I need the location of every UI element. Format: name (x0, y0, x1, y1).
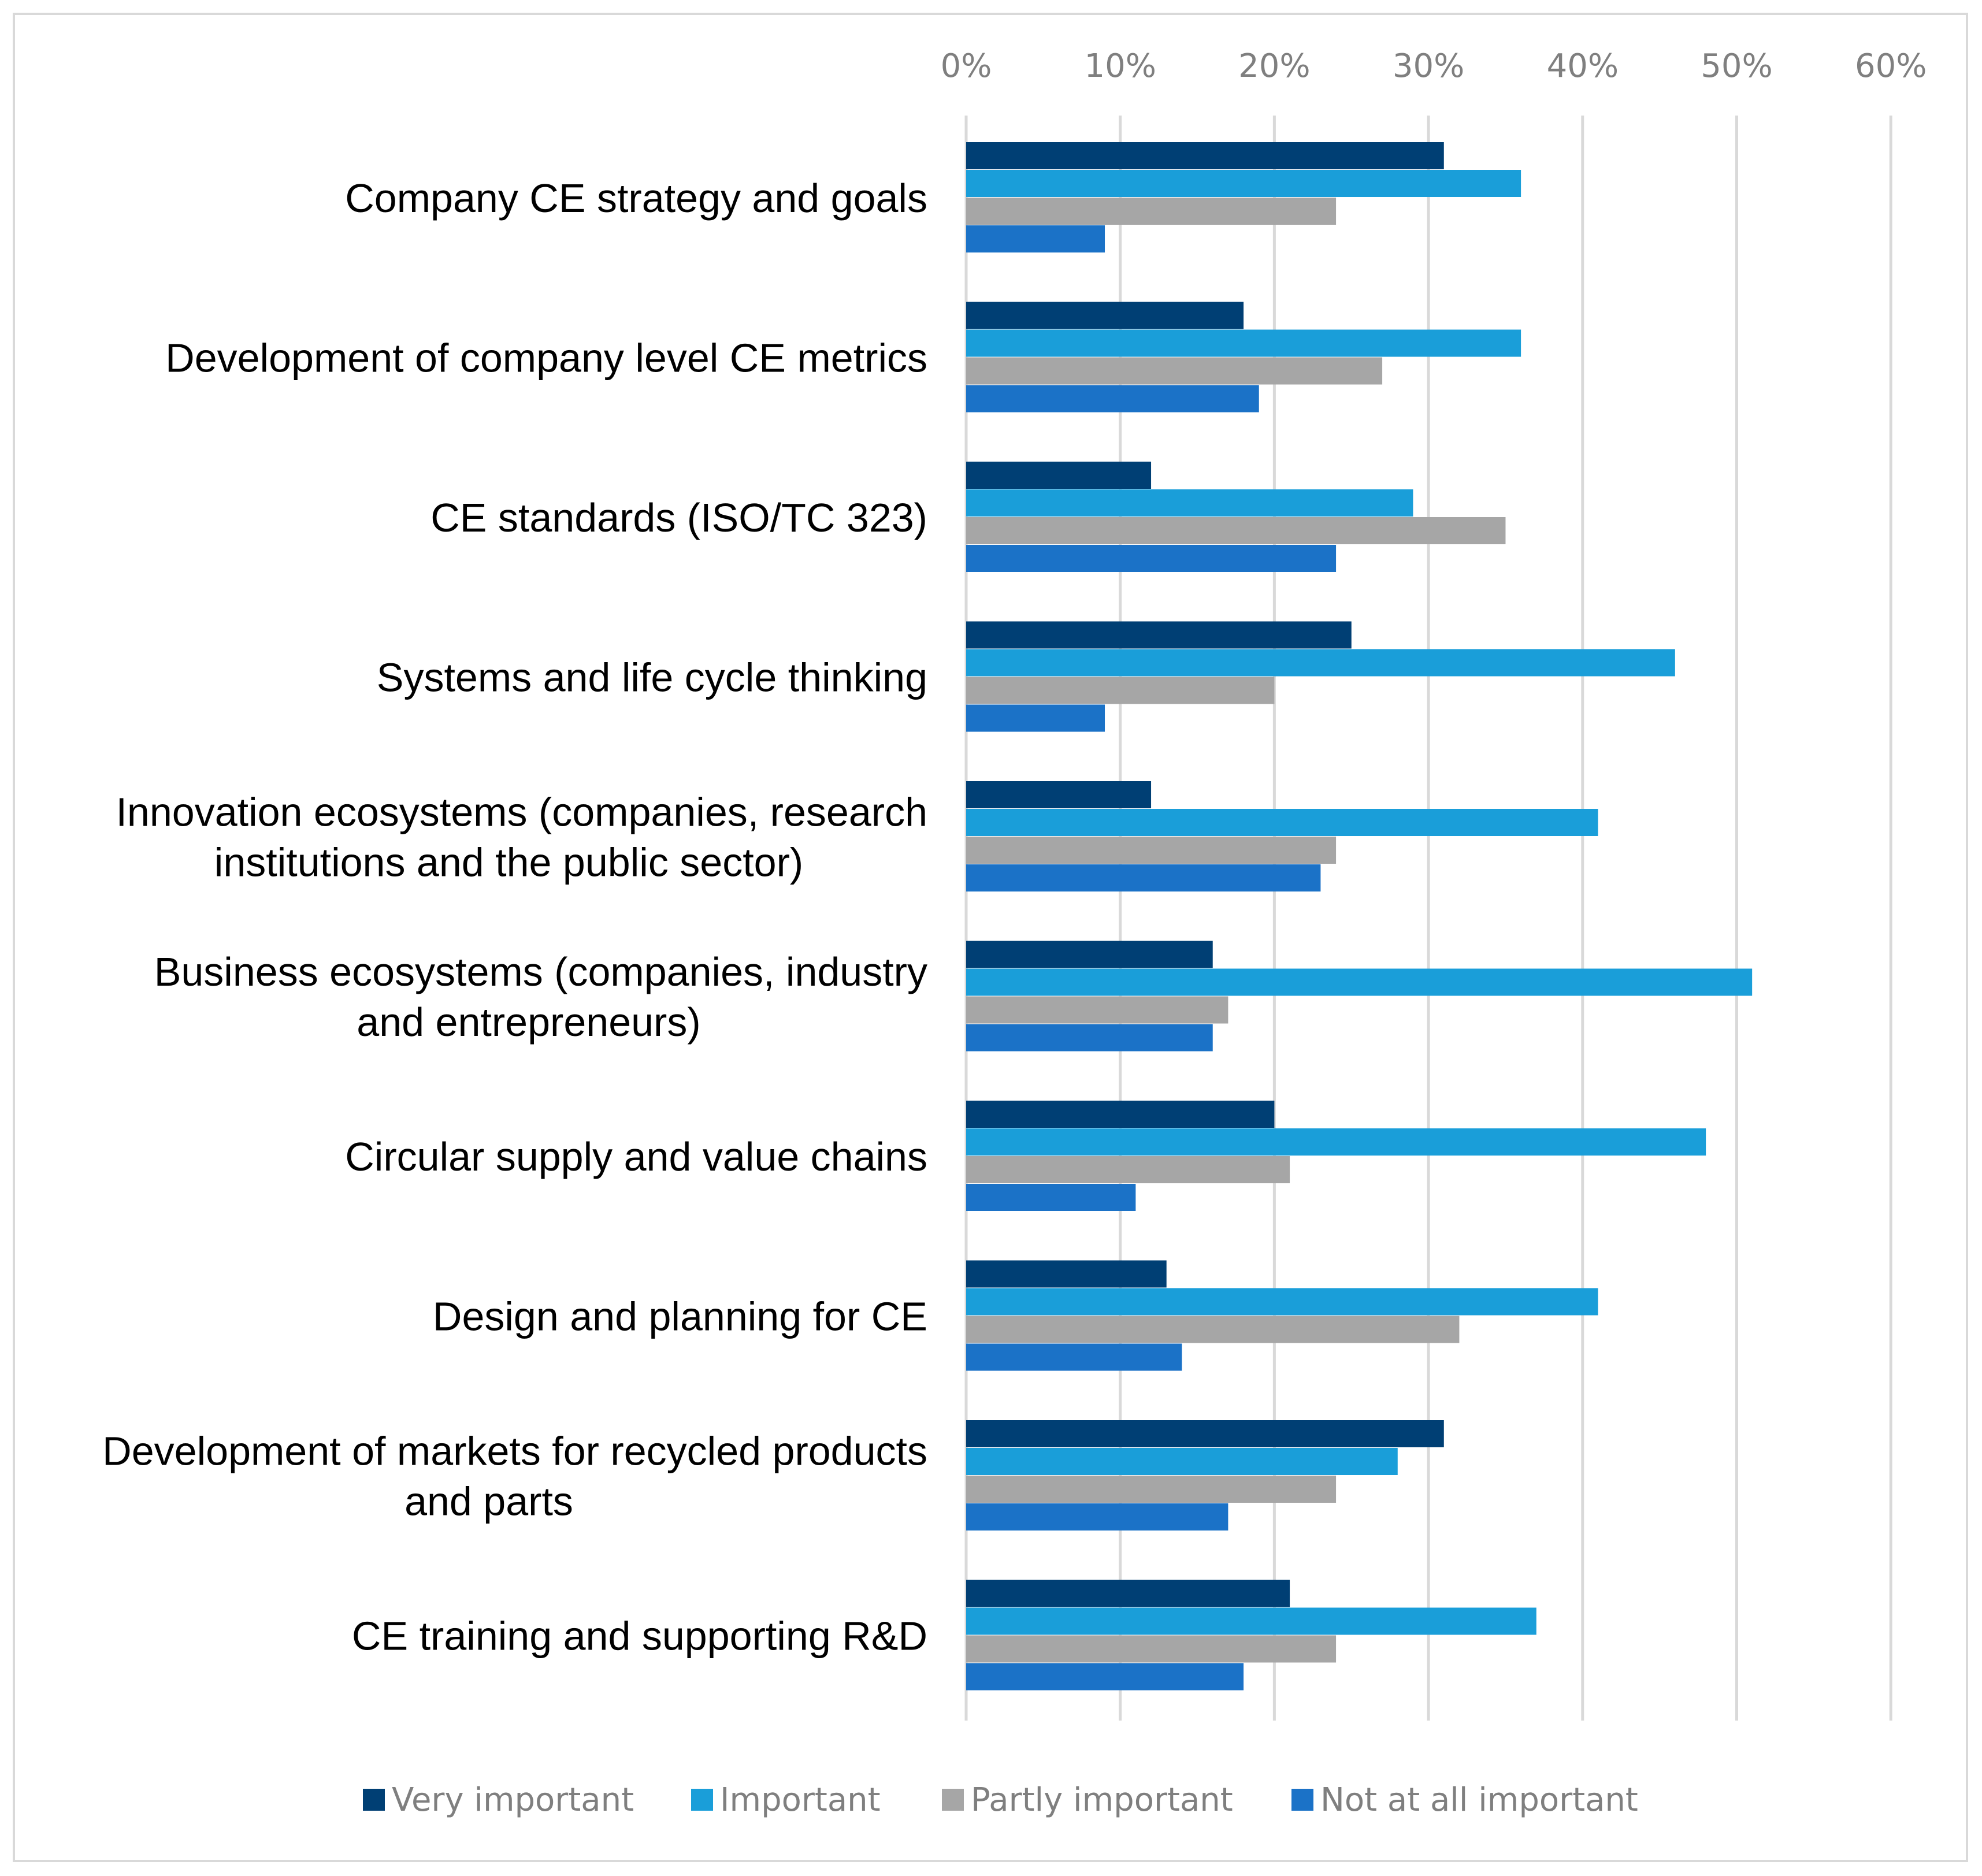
category-label: Design and planning for CE (433, 1294, 927, 1339)
bar (966, 385, 1259, 413)
x-tick-label: 50% (1701, 47, 1772, 85)
bar (966, 1580, 1290, 1607)
category-label: Systems and life cycle thinking (377, 655, 927, 700)
bar (966, 1635, 1337, 1663)
x-axis-ticks: 0% 10% 20% 30% 40% 50% 60% (941, 47, 1927, 85)
bar (966, 517, 1506, 544)
bar (966, 1184, 1136, 1211)
x-tick-label: 40% (1547, 47, 1619, 85)
bar (966, 996, 1228, 1024)
bar (966, 142, 1444, 169)
category-label: and parts (404, 1479, 573, 1524)
bar (966, 809, 1598, 836)
bars (966, 142, 1753, 1691)
legend-label: Partly important (971, 1781, 1233, 1819)
bar (966, 1420, 1444, 1447)
bar (966, 968, 1753, 996)
bar (966, 781, 1152, 808)
bar (966, 1343, 1182, 1371)
category-label: institutions and the public sector) (214, 840, 803, 885)
bar (966, 1288, 1598, 1316)
bar (966, 941, 1213, 968)
bar (966, 1476, 1337, 1503)
legend-swatch (363, 1789, 385, 1811)
bar (966, 1024, 1213, 1052)
category-label: Development of company level CE metrics (165, 336, 927, 381)
legend-label: Not at all important (1320, 1781, 1638, 1819)
category-labels: Company CE strategy and goals Development… (102, 176, 927, 1659)
bar (966, 1448, 1398, 1475)
x-tick-label: 20% (1238, 47, 1310, 85)
legend-swatch (942, 1789, 964, 1811)
legend-swatch (691, 1789, 713, 1811)
bar (966, 1128, 1706, 1156)
bar (966, 302, 1244, 329)
legend-swatch (1291, 1789, 1313, 1811)
bar (966, 1156, 1290, 1183)
legend-label: Very important (392, 1781, 634, 1819)
bar (966, 649, 1675, 677)
bar (966, 462, 1152, 489)
bar (966, 1503, 1228, 1530)
category-label: CE standards (ISO/TC 323) (430, 495, 927, 540)
bar (966, 329, 1521, 357)
category-label: Company CE strategy and goals (345, 176, 927, 221)
bar (966, 1607, 1536, 1635)
bar (966, 1316, 1460, 1343)
x-tick-label: 10% (1084, 47, 1156, 85)
category-label: and entrepreneurs) (357, 1000, 700, 1045)
category-label: Circular supply and value chains (345, 1134, 927, 1179)
bar (966, 704, 1105, 732)
bar (966, 1663, 1244, 1691)
bar (966, 489, 1413, 517)
category-label: Business ecosystems (companies, industry (154, 949, 927, 994)
bar (966, 677, 1275, 704)
bar (966, 864, 1321, 891)
category-label: Development of markets for recycled prod… (102, 1429, 927, 1474)
bar (966, 545, 1337, 572)
x-tick-label: 0% (941, 47, 992, 85)
bar (966, 198, 1337, 225)
x-tick-label: 30% (1393, 47, 1464, 85)
bar (966, 621, 1352, 649)
category-label: Innovation ecosystems (companies, resear… (116, 790, 927, 835)
legend-label: Important (720, 1781, 881, 1819)
bar (966, 170, 1521, 197)
category-label: CE training and supporting R&D (352, 1614, 927, 1659)
bar (966, 837, 1337, 864)
legend: Very important Important Partly important N… (363, 1781, 1638, 1819)
bar (966, 357, 1383, 385)
bar (966, 1101, 1275, 1128)
bar (966, 225, 1105, 252)
bar (966, 1260, 1167, 1288)
x-tick-label: 60% (1855, 47, 1927, 85)
